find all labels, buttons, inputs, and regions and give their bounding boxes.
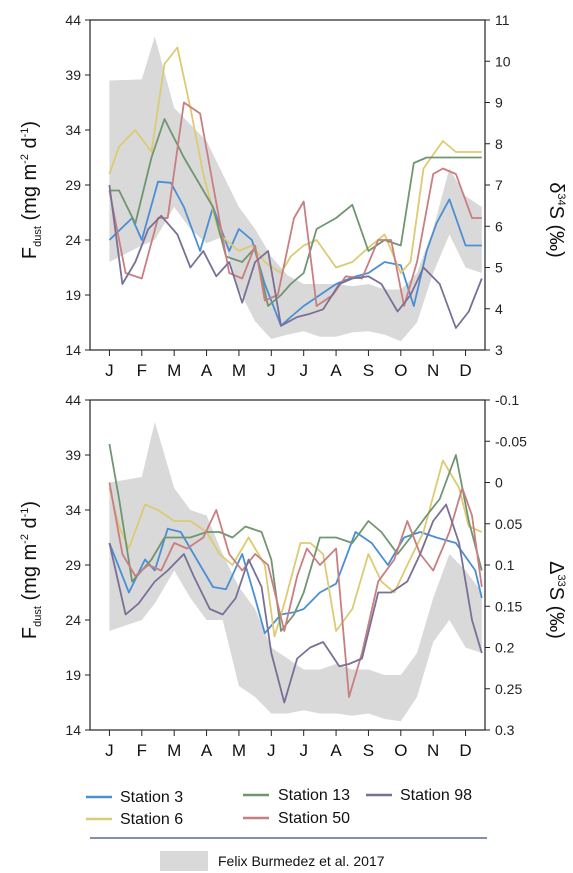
left-tick-label: 24 bbox=[65, 232, 81, 248]
legend-item-station-6: Station 6 bbox=[86, 811, 183, 828]
month-tick-label: N bbox=[427, 361, 439, 380]
left-tick-label: 39 bbox=[65, 67, 81, 83]
band-area bbox=[109, 36, 482, 342]
band-area bbox=[109, 422, 482, 722]
month-tick-label: O bbox=[394, 741, 407, 760]
month-tick-label: J bbox=[299, 361, 308, 380]
legend-label: Station 3 bbox=[120, 789, 183, 806]
month-tick-label: M bbox=[232, 741, 246, 760]
right-tick-label: 10 bbox=[495, 53, 511, 69]
right-tick-label: 8 bbox=[495, 136, 503, 152]
month-tick-label: J bbox=[267, 361, 276, 380]
band-swatch bbox=[160, 851, 208, 871]
left-tick-label: 44 bbox=[65, 392, 81, 408]
right-axis-title: Δ33S (‰) bbox=[545, 561, 567, 639]
right-tick-label: 6 bbox=[495, 218, 503, 234]
series-line-station-98 bbox=[108, 184, 483, 329]
legend-item-band: Felix Burmedez et al. 2017 bbox=[160, 851, 385, 871]
series-line-station-50 bbox=[108, 101, 482, 307]
band-label: Felix Burmedez et al. 2017 bbox=[218, 853, 385, 869]
right-axis-title: δ34S (‰) bbox=[545, 182, 567, 258]
left-tick-label: 34 bbox=[65, 122, 81, 138]
month-tick-label: M bbox=[232, 361, 246, 380]
legend: Station 3 Station 6 Station 13 Station 5… bbox=[86, 787, 487, 871]
series-line-station-6 bbox=[108, 46, 482, 274]
right-tick-label: 4 bbox=[495, 301, 503, 317]
month-tick-label: S bbox=[363, 361, 374, 380]
right-tick-label: 0.3 bbox=[495, 722, 515, 738]
month-tick-label: D bbox=[459, 741, 471, 760]
month-tick-label: O bbox=[394, 361, 407, 380]
left-axis-title: Fdust (mg m-2 d-1) bbox=[19, 501, 44, 639]
month-tick-label: J bbox=[105, 741, 114, 760]
left-tick-label: 19 bbox=[65, 667, 81, 683]
month-tick-label: J bbox=[105, 361, 114, 380]
month-tick-label: D bbox=[459, 361, 471, 380]
left-tick-label: 39 bbox=[65, 447, 81, 463]
legend-label: Station 50 bbox=[278, 810, 350, 827]
month-tick-label: N bbox=[427, 741, 439, 760]
legend-label: Station 6 bbox=[120, 811, 183, 828]
month-tick-label: A bbox=[330, 361, 342, 380]
series-line-station-6 bbox=[108, 459, 483, 638]
month-tick-label: F bbox=[137, 361, 147, 380]
right-tick-label: 0.2 bbox=[495, 640, 515, 656]
left-tick-label: 14 bbox=[65, 722, 81, 738]
right-tick-label: 5 bbox=[495, 260, 503, 276]
series-line-station-3 bbox=[108, 527, 483, 635]
left-tick-label: 29 bbox=[65, 557, 81, 573]
left-tick-label: 24 bbox=[65, 612, 81, 628]
month-tick-label: A bbox=[201, 741, 213, 760]
month-tick-label: J bbox=[267, 741, 276, 760]
legend-item-station-13: Station 13 bbox=[243, 787, 350, 804]
month-tick-label: S bbox=[363, 741, 374, 760]
legend-item-station-3: Station 3 bbox=[86, 789, 183, 806]
left-tick-label: 19 bbox=[65, 287, 81, 303]
right-tick-label: 0.15 bbox=[495, 598, 522, 614]
month-tick-label: M bbox=[167, 361, 181, 380]
legend-item-station-98: Station 98 bbox=[366, 787, 472, 804]
series-line-station-13 bbox=[108, 443, 483, 632]
legend-label: Station 98 bbox=[400, 787, 472, 804]
right-tick-label: 7 bbox=[495, 177, 503, 193]
right-tick-label: -0.05 bbox=[495, 433, 527, 449]
right-tick-label: 0.05 bbox=[495, 516, 522, 532]
legend-label: Station 13 bbox=[278, 787, 350, 804]
left-tick-label: 29 bbox=[65, 177, 81, 193]
left-tick-label: 34 bbox=[65, 502, 81, 518]
month-tick-label: J bbox=[299, 741, 308, 760]
left-axis-title: Fdust (mg m-2 d-1) bbox=[19, 121, 44, 259]
left-tick-label: 44 bbox=[65, 12, 81, 28]
series-line-station-98 bbox=[108, 503, 483, 704]
bottom-panel-delta33s: 14 19 24 29 34 39 44 0.3 0.25 0.2 0.15 0.1 0.05 0 -0.0… bbox=[19, 392, 567, 760]
month-tick-label: F bbox=[137, 741, 147, 760]
series-line-station-50 bbox=[108, 482, 483, 698]
right-tick-label: 0.1 bbox=[495, 557, 515, 573]
legend-item-station-50: Station 50 bbox=[243, 810, 350, 827]
month-tick-label: A bbox=[330, 741, 342, 760]
left-tick-label: 14 bbox=[65, 342, 81, 358]
right-tick-label: 0.25 bbox=[495, 681, 522, 697]
series-line-station-13 bbox=[109, 118, 482, 307]
month-tick-label: M bbox=[167, 741, 181, 760]
right-tick-label: 9 bbox=[495, 95, 503, 111]
right-tick-label: 11 bbox=[495, 12, 510, 28]
right-tick-label: -0.1 bbox=[495, 392, 519, 408]
right-tick-label: 0 bbox=[495, 475, 503, 491]
right-tick-label: 3 bbox=[495, 342, 503, 358]
month-tick-label: A bbox=[201, 361, 213, 380]
